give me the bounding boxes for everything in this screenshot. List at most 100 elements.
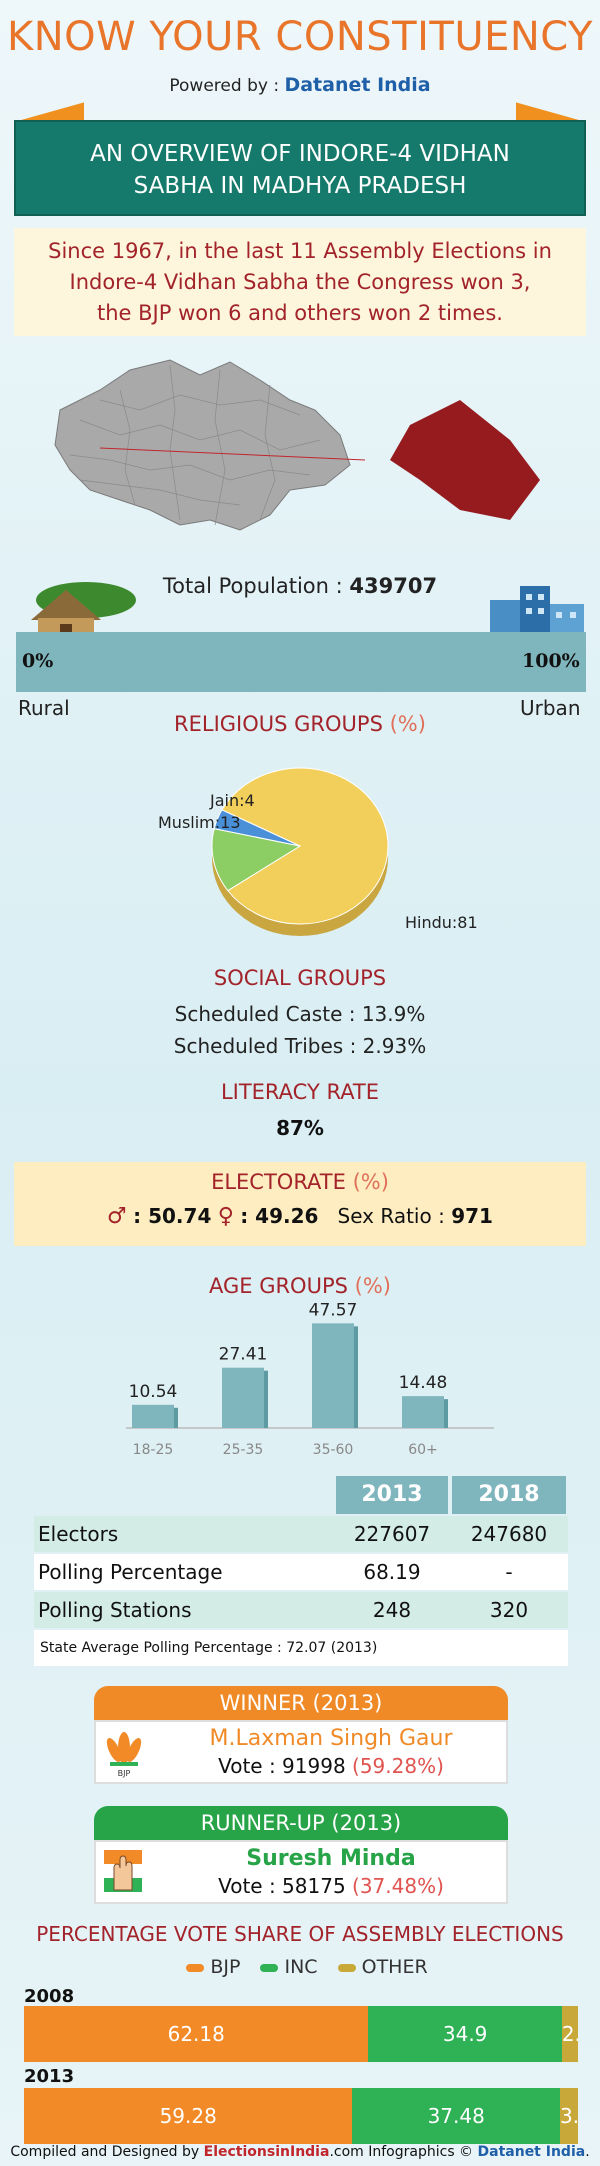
row-value-2013: 248 — [372, 1598, 412, 1622]
page-title: KNOW YOUR CONSTITUENCY — [7, 14, 593, 60]
st-label: Scheduled Tribes : — [173, 1034, 357, 1058]
runner-vote-pct: (37.48%) — [352, 1874, 444, 1898]
winner-year: (2013) — [312, 1691, 383, 1715]
female-value: : 49.26 — [240, 1204, 319, 1228]
vote-share-legend: BJP INC OTHER — [0, 1956, 600, 1978]
runner-up-card: Suresh Minda Vote : 58175 (37.48%) — [94, 1840, 508, 1904]
pie-label-muslim: Muslim:13 — [158, 813, 241, 832]
electorate-unit: (%) — [352, 1170, 389, 1194]
row-label: Polling Stations — [38, 1598, 192, 1622]
table-row: Polling Stations 248 320 — [34, 1592, 568, 1628]
madhya-pradesh-map-image — [54, 359, 540, 531]
vote-share-heading: PERCENTAGE VOTE SHARE OF ASSEMBLY ELECTI… — [36, 1922, 564, 1946]
legend-swatch-inc — [260, 1963, 279, 1972]
urban-buildings-icon — [490, 586, 584, 640]
year-label-2013: 2013 — [24, 2066, 75, 2087]
row-value-2013: 227607 — [353, 1522, 431, 1546]
age-groups-heading: AGE GROUPS (%) — [0, 1274, 600, 1298]
religious-unit: (%) — [389, 712, 426, 736]
age-bar-shadow — [264, 1370, 268, 1428]
age-value-label: 10.54 — [129, 1382, 178, 1402]
footer-brand-datanet: Datanet India — [477, 2144, 586, 2160]
winner-heading-text: WINNER — [219, 1691, 306, 1715]
runner-year: (2013) — [331, 1811, 402, 1835]
footer-infographics: Infographics © — [368, 2144, 474, 2160]
runner-heading-text: RUNNER-UP — [200, 1811, 325, 1835]
rural-hut-icon — [31, 582, 136, 638]
table-row: Polling Percentage 68.19 - — [34, 1554, 568, 1590]
rural-label: Rural — [18, 696, 70, 720]
electorate-heading: ELECTORATE (%) — [0, 1170, 600, 1194]
bar-segment-other-2013: 3.24 — [560, 2088, 578, 2144]
sex-ratio-label: Sex Ratio : — [337, 1204, 445, 1228]
population-value: 439707 — [349, 574, 438, 598]
ribbon-left-decoration — [14, 102, 84, 122]
legend-inc: INC — [284, 1956, 318, 1978]
electorate-heading-text: ELECTORATE — [211, 1170, 346, 1194]
table-row: Electors 227607 247680 — [34, 1516, 568, 1552]
footer-credits: Compiled and Designed by ElectionsinIndi… — [0, 2144, 600, 2160]
age-value-label: 47.57 — [309, 1300, 358, 1320]
age-category-label: 18-25 — [133, 1442, 174, 1458]
literacy-value: 87% — [276, 1116, 324, 1140]
legend-swatch-other — [337, 1963, 356, 1972]
sc-value: 13.9% — [361, 1002, 426, 1026]
electorate-row: ♂ : 50.74 ♀ : 49.26 Sex Ratio : 971 — [0, 1204, 600, 1229]
literacy-heading: LITERACY RATE — [220, 1080, 380, 1104]
age-bar-35-60 — [312, 1323, 354, 1428]
pie-slice-hindu — [221, 767, 389, 925]
state-map-shape — [54, 359, 351, 531]
row-value-2013: 68.19 — [363, 1560, 421, 1584]
urban-label: Urban — [520, 696, 581, 720]
winner-name: M.Laxman Singh Gaur — [209, 1726, 453, 1751]
scheduled-caste-row: Scheduled Caste : 13.9% — [0, 1002, 600, 1026]
st-value: 2.93% — [362, 1034, 427, 1058]
age-bar-60+ — [402, 1396, 444, 1428]
powered-prefix: Powered by : — [169, 76, 280, 96]
winner-heading: WINNER (2013) — [94, 1686, 508, 1720]
winner-vote-count: Vote : 91998 — [218, 1754, 346, 1778]
powered-brand: Datanet India — [284, 74, 431, 96]
summary-line-2: Indore-4 Vidhan Sabha the Congress won 3… — [69, 270, 531, 294]
age-value-label: 27.41 — [219, 1345, 268, 1365]
footer-brand-in: in — [275, 2144, 290, 2160]
bar-segment-inc-2013: 37.48 — [352, 2088, 561, 2144]
bar-segment-bjp-2013: 59.28 — [24, 2088, 353, 2144]
legend-swatch-bjp — [186, 1963, 205, 1972]
rural-percent: 0% — [22, 650, 54, 672]
election-summary: Since 1967, in the last 11 Assembly Elec… — [14, 228, 586, 336]
pie-slice-muslim — [211, 828, 302, 892]
state-average-note: State Average Polling Percentage : 72.07… — [34, 1630, 568, 1666]
age-groups-bar-chart: 10.54 18-25 27.41 25-35 47.57 35-60 14.48 60+ — [126, 1300, 494, 1458]
vote-share-bar-2008: 62.18 34.9 2.92 — [24, 2006, 578, 2062]
summary-line-1: Since 1967, in the last 11 Assembly Elec… — [48, 239, 552, 263]
footer-brand-india: India — [289, 2144, 330, 2160]
population-label: Total Population : — [162, 574, 343, 598]
age-heading-text: AGE GROUPS — [208, 1274, 348, 1298]
religious-pie-chart: Hindu:81 Muslim:13 Jain:4 — [158, 767, 478, 936]
age-bar-shadow — [354, 1326, 358, 1428]
female-icon: ♀ — [217, 1204, 234, 1229]
year-label-2008: 2008 — [24, 1986, 75, 2007]
total-population: Total Population : 439707 — [0, 574, 600, 598]
table-header-2013: 2013 — [336, 1476, 448, 1514]
inc-hand-icon — [104, 1850, 142, 1892]
constituency-shape — [390, 400, 540, 520]
pointer-line — [99, 447, 366, 461]
row-label: Polling Percentage — [38, 1560, 223, 1584]
table-header-2018: 2018 — [452, 1476, 566, 1514]
row-value-2018: 247680 — [470, 1522, 548, 1546]
runner-up-heading: RUNNER-UP (2013) — [94, 1806, 508, 1840]
pie-slice-jain — [213, 809, 301, 847]
powered-by: Powered by : Datanet India — [0, 74, 600, 96]
runner-up-name: Suresh Minda — [246, 1846, 416, 1871]
footer-brand-elections: Elections — [203, 2144, 276, 2160]
age-bar-shadow — [174, 1407, 178, 1428]
bar-segment-other-2008: 2.92 — [561, 2006, 578, 2062]
footer-brand-com: .com — [329, 2144, 364, 2160]
age-category-label: 35-60 — [313, 1442, 354, 1458]
electorate-panel — [14, 1162, 586, 1246]
sc-label: Scheduled Caste : — [174, 1002, 356, 1026]
age-unit: (%) — [354, 1274, 391, 1298]
overview-line-1: AN OVERVIEW OF INDORE-4 VIDHAN — [90, 141, 510, 167]
